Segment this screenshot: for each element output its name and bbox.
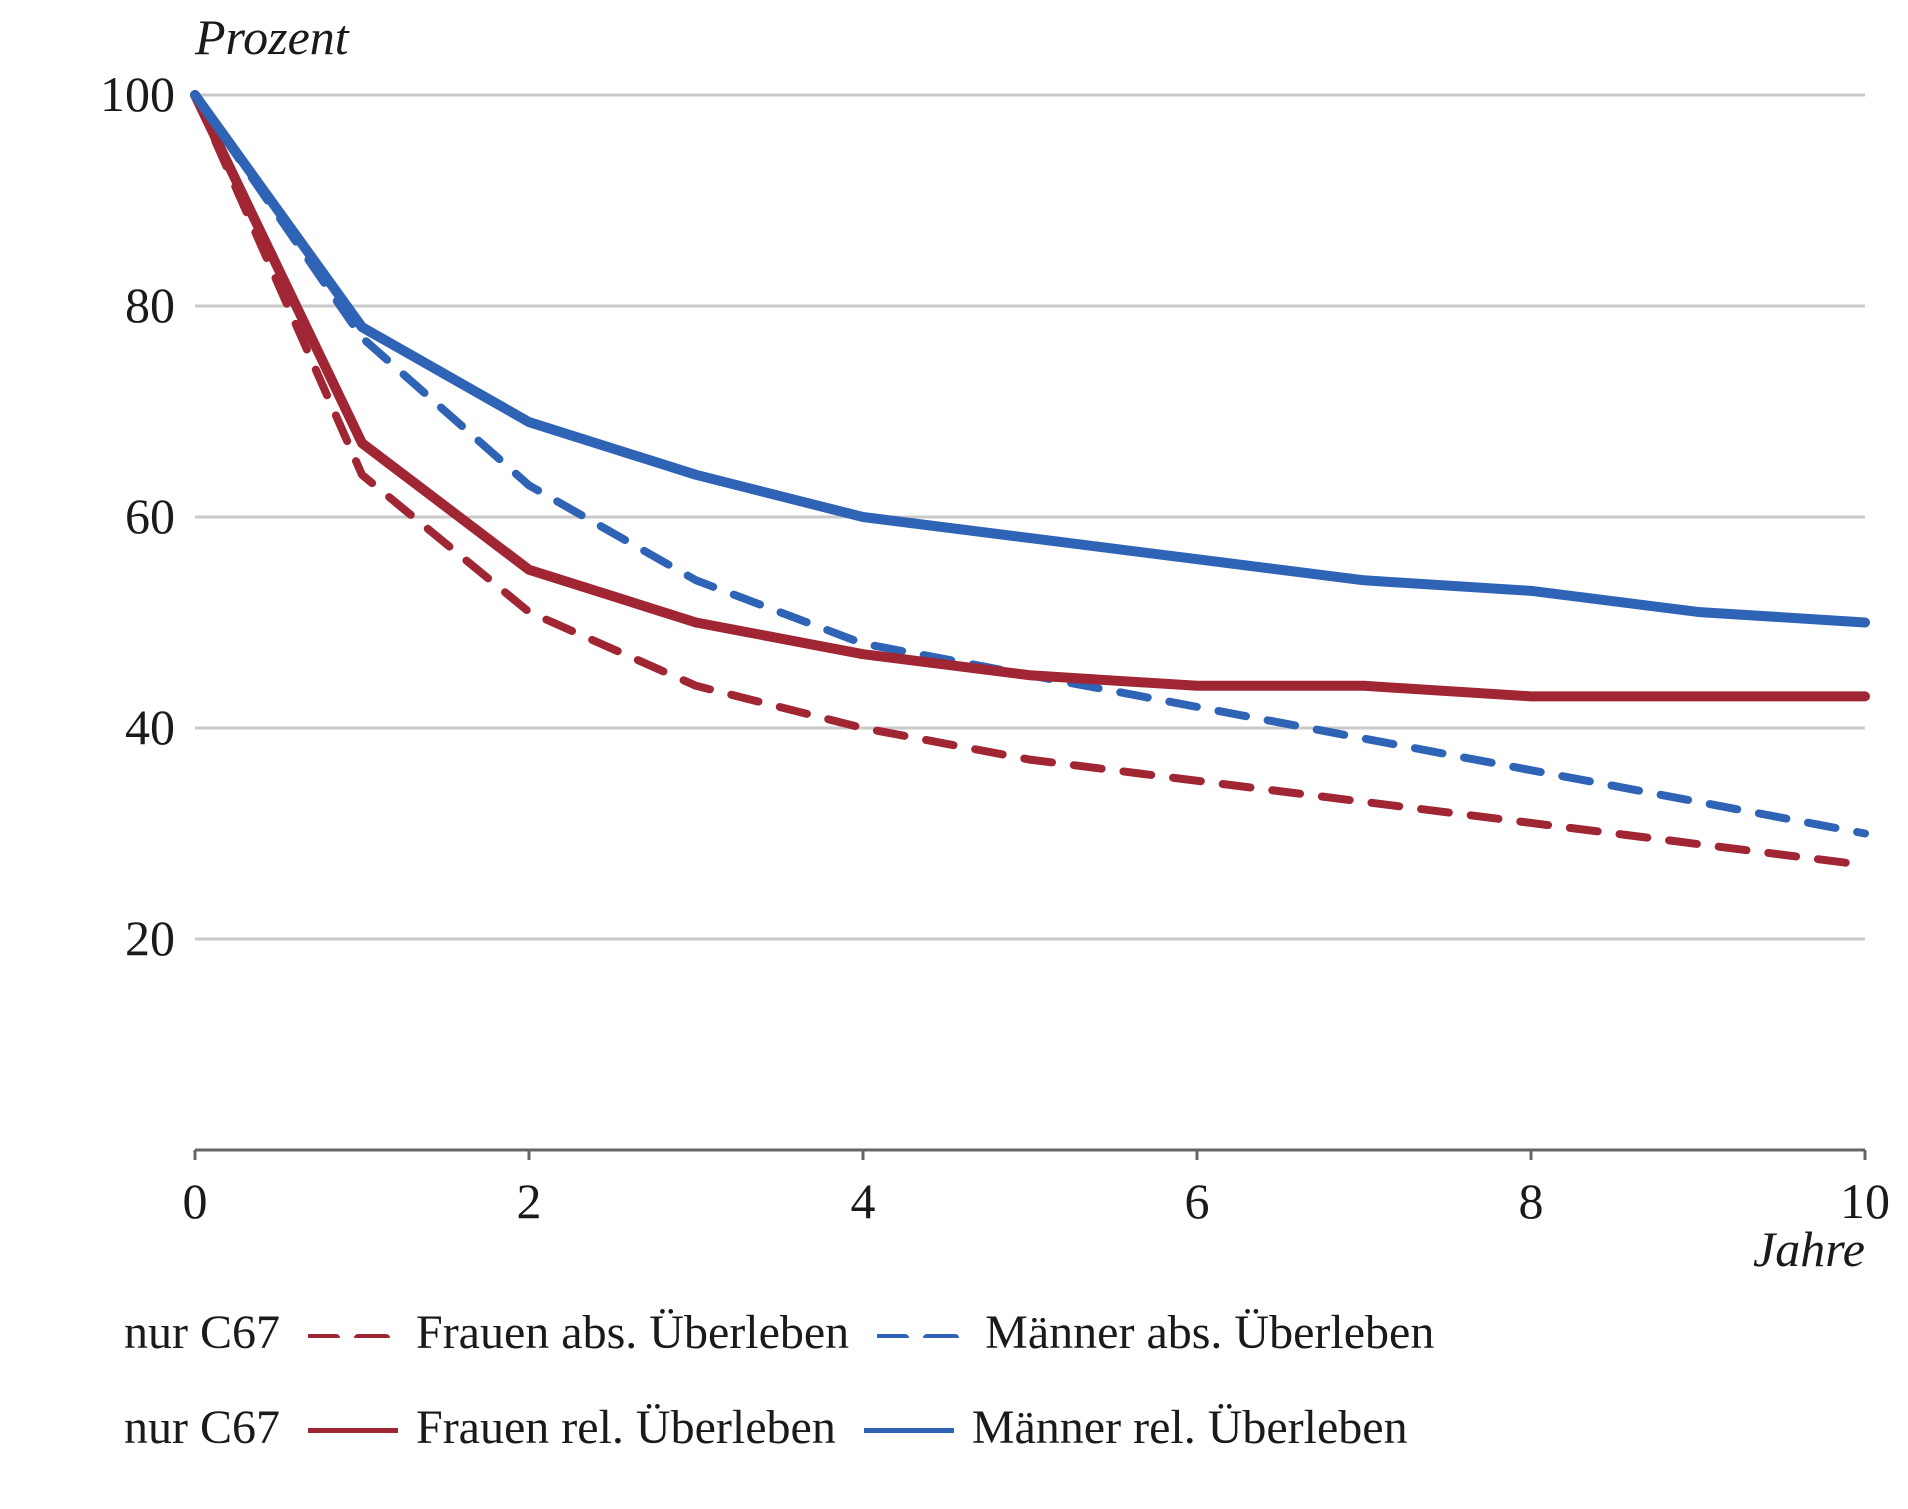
legend-swatch [877, 1328, 967, 1338]
legend-item-frauen_rel: Frauen rel. Überleben [308, 1400, 836, 1455]
x-tick-label: 4 [823, 1172, 903, 1230]
legend-swatch [308, 1328, 398, 1338]
x-tick-label: 6 [1157, 1172, 1237, 1230]
x-tick-label: 0 [155, 1172, 235, 1230]
legend-prefix: nur C67 [60, 1305, 280, 1360]
legend-prefix: nur C67 [60, 1400, 280, 1455]
x-tick-label: 10 [1825, 1172, 1905, 1230]
y-tick-label: 40 [125, 698, 175, 756]
legend-item-maenner_abs: Männer abs. Überleben [877, 1305, 1434, 1360]
y-tick-label: 60 [125, 487, 175, 545]
y-tick-label: 100 [100, 65, 175, 123]
legend-label: Männer abs. Überleben [985, 1305, 1434, 1360]
legend-swatch [864, 1423, 954, 1433]
survival-chart: Prozent Jahre 204060801000246810 nur C67… [0, 0, 1908, 1509]
y-tick-label: 80 [125, 276, 175, 334]
legend-label: Männer rel. Überleben [972, 1400, 1408, 1455]
legend-label: Frauen abs. Überleben [416, 1305, 849, 1360]
y-tick-label: 20 [125, 909, 175, 967]
legend-swatch [308, 1423, 398, 1433]
legend-item-maenner_rel: Männer rel. Überleben [864, 1400, 1408, 1455]
legend-row: nur C67 Frauen abs. Überleben Männer abs. … [60, 1305, 1434, 1360]
plot-area [0, 0, 1908, 1160]
x-tick-label: 8 [1491, 1172, 1571, 1230]
legend: nur C67 Frauen abs. Überleben Männer abs. … [60, 1305, 1434, 1455]
series-frauen_abs [195, 95, 1865, 865]
legend-row: nur C67 Frauen rel. Überleben Männer rel. … [60, 1400, 1434, 1455]
series-maenner_abs [195, 95, 1865, 834]
legend-item-frauen_abs: Frauen abs. Überleben [308, 1305, 849, 1360]
x-tick-label: 2 [489, 1172, 569, 1230]
legend-label: Frauen rel. Überleben [416, 1400, 836, 1455]
